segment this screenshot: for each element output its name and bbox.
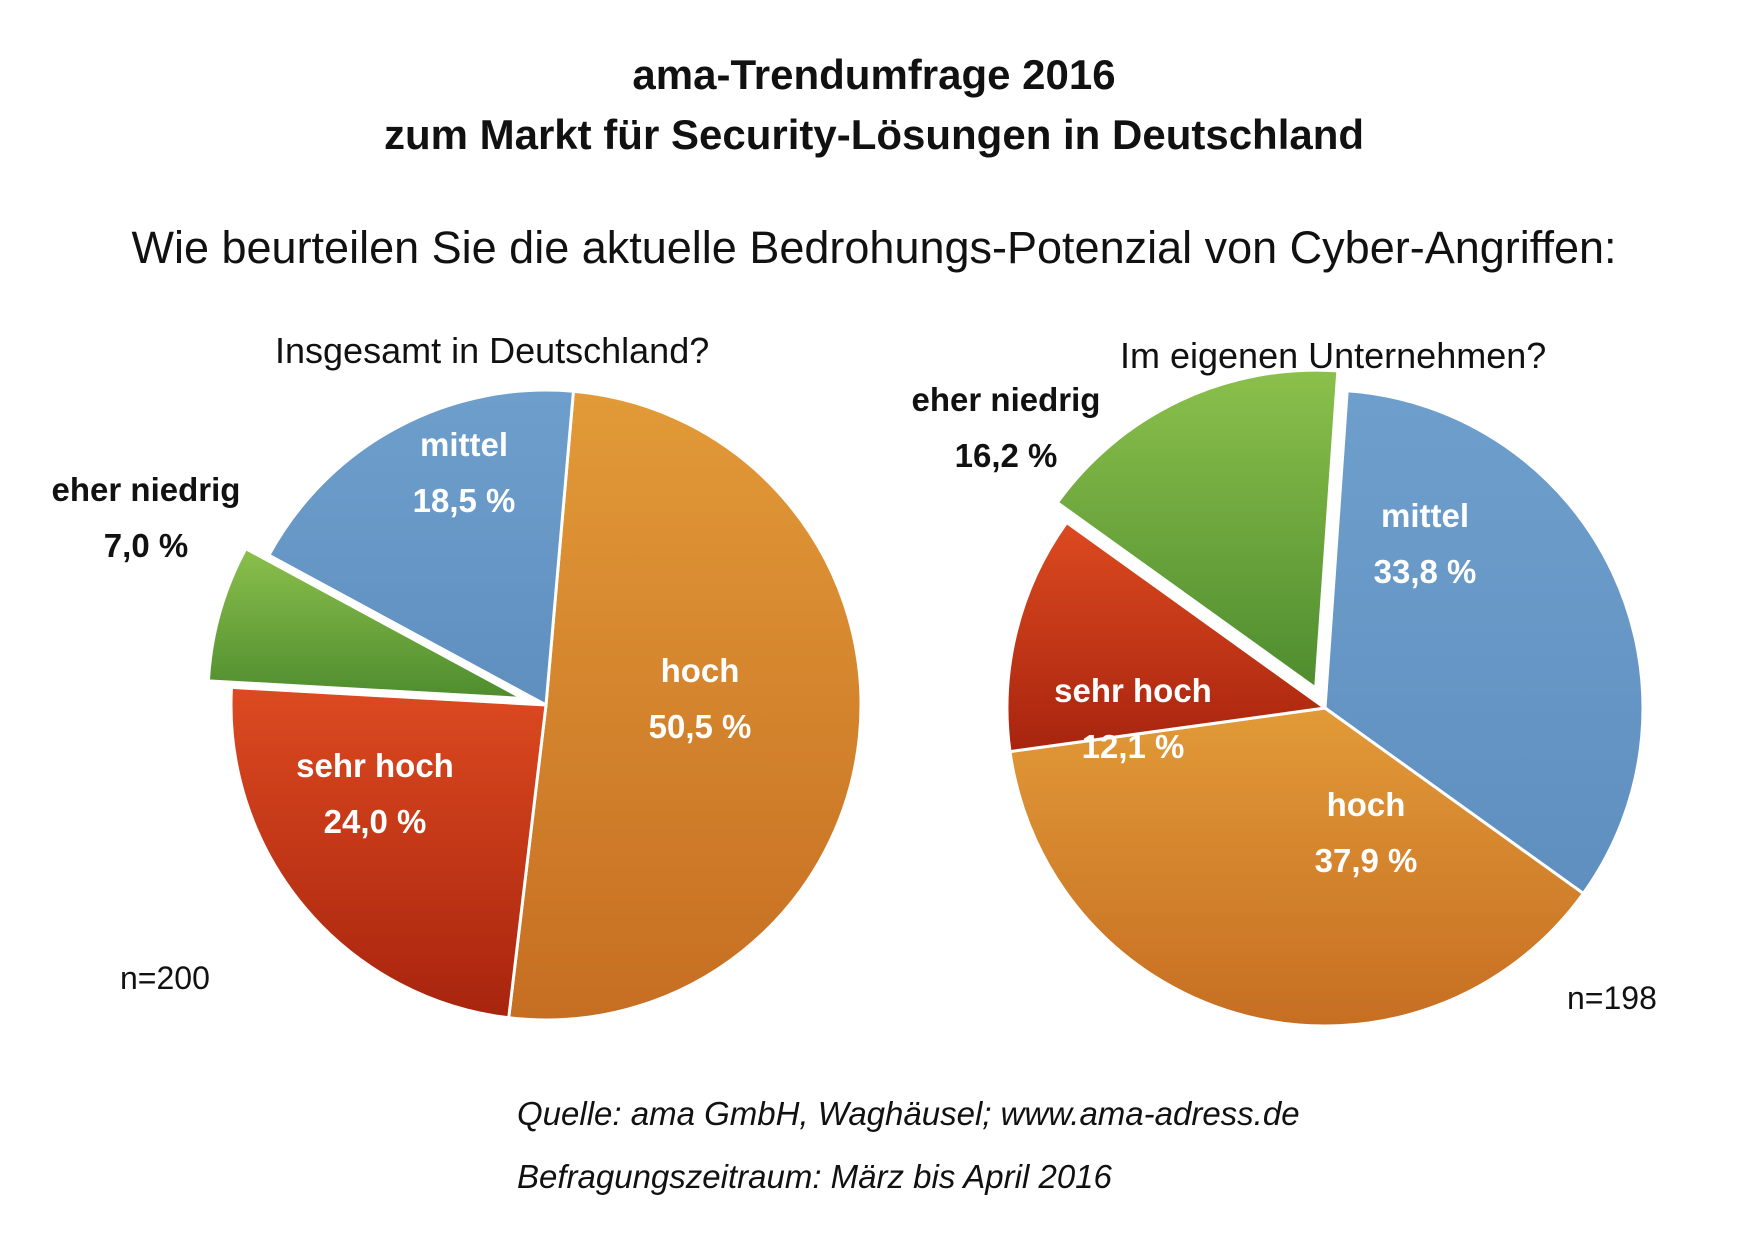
pie2-sample-size: n=198	[1567, 980, 1657, 1016]
slice-label-mittel: mittel	[420, 426, 508, 463]
pie1-title: Insgesamt in Deutschland?	[275, 330, 710, 371]
pie-slice-eher-niedrig	[1055, 368, 1340, 691]
chart-title-line2: zum Markt für Security-Lösungen in Deuts…	[383, 111, 1365, 158]
slice-label-sehr-hoch: sehr hoch	[296, 747, 454, 784]
pie-slice-sehr-hoch	[229, 685, 548, 1020]
pie-slice-sehr-hoch	[1005, 520, 1329, 754]
slice-value-eher-niedrig: 7,0 %	[104, 527, 188, 564]
slice-label-sehr-hoch: sehr hoch	[1054, 672, 1212, 709]
pie-slice-eher-niedrig	[206, 546, 524, 700]
slice-value-sehr-hoch: 24,0 %	[324, 803, 427, 840]
slice-value-hoch: 50,5 %	[649, 708, 752, 745]
slice-label-mittel: mittel	[1381, 497, 1469, 534]
survey-question: Wie beurteilen Sie die aktuelle Bedrohun…	[131, 222, 1617, 273]
slice-value-sehr-hoch: 12,1 %	[1082, 728, 1185, 765]
slice-label-eher-niedrig: eher niedrig	[52, 471, 241, 508]
survey-period-note: Befragungszeitraum: März bis April 2016	[517, 1158, 1112, 1195]
pie-slice-hoch	[1008, 706, 1586, 1028]
source-note: Quelle: ama GmbH, Waghäusel; www.ama-adr…	[517, 1095, 1300, 1132]
slice-label-hoch: hoch	[661, 652, 740, 689]
slice-label-hoch: hoch	[1327, 786, 1406, 823]
pie-slice-hoch	[507, 389, 863, 1022]
chart-title-line1: ama-Trendumfrage 2016	[632, 51, 1116, 98]
slice-label-eher-niedrig: eher niedrig	[912, 381, 1101, 418]
slice-value-mittel: 18,5 %	[413, 482, 516, 519]
slice-value-eher-niedrig: 16,2 %	[955, 437, 1058, 474]
slice-value-hoch: 37,9 %	[1315, 842, 1418, 879]
slice-value-mittel: 33,8 %	[1374, 553, 1477, 590]
pie-slice-mittel	[266, 388, 576, 708]
pie1-sample-size: n=200	[120, 960, 210, 996]
pie-chart-unternehmen: mittel 33,8 % hoch 37,9 % sehr hoch 12,1 % ehe…	[912, 368, 1645, 1028]
pie-slice-mittel	[1323, 389, 1645, 896]
pie-chart-deutschland: hoch 50,5 % sehr hoch 24,0 % eher niedrig 7,0…	[52, 388, 863, 1022]
